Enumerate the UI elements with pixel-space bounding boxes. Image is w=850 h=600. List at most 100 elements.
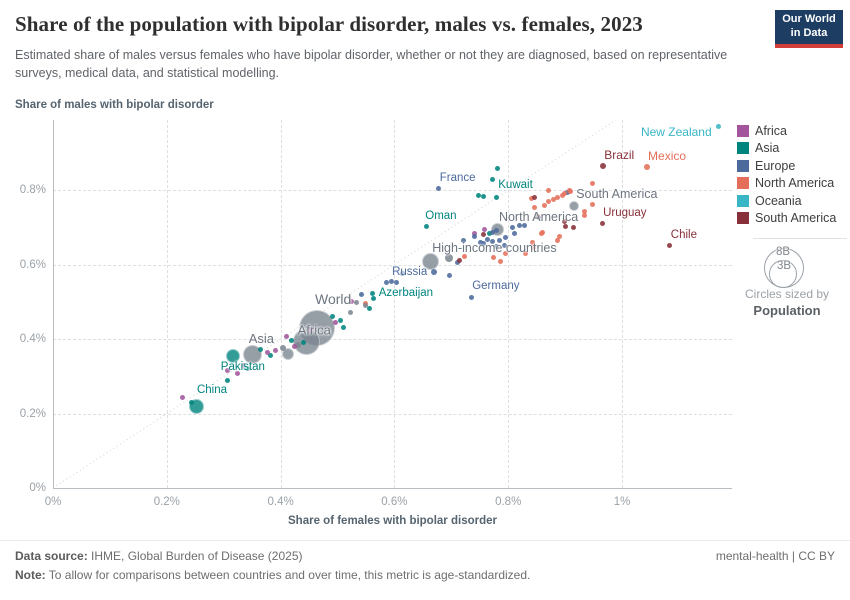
data-point[interactable] bbox=[447, 273, 453, 279]
data-point[interactable] bbox=[484, 237, 490, 242]
data-point[interactable] bbox=[279, 344, 286, 351]
data-point[interactable] bbox=[568, 189, 574, 195]
data-point[interactable] bbox=[307, 327, 313, 333]
data-point[interactable] bbox=[330, 314, 336, 320]
data-point[interactable] bbox=[581, 213, 587, 219]
data-point[interactable] bbox=[348, 299, 354, 305]
data-point[interactable] bbox=[284, 334, 290, 340]
data-point[interactable] bbox=[590, 181, 596, 187]
data-point[interactable] bbox=[288, 338, 294, 344]
data-point-uruguay[interactable] bbox=[599, 221, 605, 227]
data-point[interactable] bbox=[394, 280, 400, 286]
data-point[interactable] bbox=[471, 231, 477, 237]
data-point-new-zealand[interactable] bbox=[715, 123, 721, 129]
data-point-asia[interactable] bbox=[243, 344, 263, 364]
data-point[interactable] bbox=[511, 231, 517, 237]
data-point[interactable] bbox=[258, 347, 264, 353]
data-point-azerbaijan[interactable] bbox=[369, 290, 375, 296]
data-point[interactable] bbox=[482, 227, 488, 233]
data-point[interactable] bbox=[538, 231, 544, 237]
data-point[interactable] bbox=[489, 230, 495, 236]
legend-item-asia[interactable]: Asia bbox=[737, 140, 836, 158]
data-point[interactable] bbox=[546, 187, 552, 193]
data-point-oman[interactable] bbox=[423, 224, 429, 230]
data-point[interactable] bbox=[531, 205, 537, 210]
data-point[interactable] bbox=[389, 279, 395, 285]
data-point[interactable] bbox=[367, 306, 373, 312]
data-point[interactable] bbox=[556, 234, 562, 240]
legend-item-europe[interactable]: Europe bbox=[737, 157, 836, 175]
data-point[interactable] bbox=[457, 258, 463, 264]
data-point[interactable] bbox=[491, 255, 497, 261]
data-point-brazil[interactable] bbox=[600, 162, 607, 169]
data-point[interactable] bbox=[563, 223, 569, 229]
data-point[interactable] bbox=[562, 219, 568, 225]
data-point[interactable] bbox=[530, 245, 536, 251]
data-point-russia[interactable] bbox=[431, 268, 438, 275]
data-point[interactable] bbox=[224, 378, 230, 384]
data-point[interactable] bbox=[338, 318, 344, 324]
data-point[interactable] bbox=[497, 259, 503, 265]
data-point[interactable] bbox=[265, 350, 270, 356]
data-point[interactable] bbox=[522, 251, 528, 257]
data-point[interactable] bbox=[490, 177, 496, 183]
data-point[interactable] bbox=[245, 366, 251, 372]
data-point-high-income-countries[interactable] bbox=[421, 253, 439, 271]
data-point-kuwait[interactable] bbox=[493, 194, 499, 200]
footer-license-link[interactable]: mental-health | CC BY bbox=[715, 549, 835, 563]
data-point[interactable] bbox=[347, 310, 353, 316]
data-point[interactable] bbox=[292, 344, 298, 350]
data-point[interactable] bbox=[551, 197, 557, 203]
data-point[interactable] bbox=[180, 395, 186, 401]
data-point[interactable] bbox=[503, 251, 509, 257]
data-point[interactable] bbox=[555, 238, 561, 244]
data-point[interactable] bbox=[294, 341, 301, 348]
data-point[interactable] bbox=[234, 371, 240, 377]
data-point[interactable] bbox=[521, 223, 527, 229]
data-point[interactable] bbox=[332, 320, 338, 326]
data-point[interactable] bbox=[240, 363, 246, 369]
data-point[interactable] bbox=[503, 235, 509, 241]
data-point[interactable] bbox=[509, 225, 515, 231]
data-point-pakistan[interactable] bbox=[225, 348, 240, 363]
legend-item-southamerica[interactable]: South America bbox=[737, 210, 836, 228]
data-point[interactable] bbox=[529, 239, 535, 245]
legend-item-northamerica[interactable]: North America bbox=[737, 175, 836, 193]
data-point[interactable] bbox=[462, 254, 468, 260]
data-point-south-america[interactable] bbox=[569, 201, 580, 212]
data-point[interactable] bbox=[224, 368, 230, 374]
data-point-france[interactable] bbox=[436, 185, 442, 191]
data-point[interactable] bbox=[461, 238, 467, 244]
data-point[interactable] bbox=[478, 239, 484, 245]
data-point[interactable] bbox=[340, 325, 346, 331]
data-point[interactable] bbox=[480, 194, 486, 200]
data-point[interactable] bbox=[516, 223, 522, 229]
data-point[interactable] bbox=[531, 194, 537, 200]
owid-logo[interactable]: Our World in Data bbox=[775, 10, 843, 48]
data-point[interactable] bbox=[362, 303, 368, 309]
data-point[interactable] bbox=[301, 340, 307, 346]
data-point[interactable] bbox=[590, 202, 596, 208]
data-point[interactable] bbox=[546, 199, 552, 205]
data-point[interactable] bbox=[383, 280, 389, 286]
data-point[interactable] bbox=[480, 241, 486, 247]
data-point[interactable] bbox=[581, 209, 587, 215]
data-point[interactable] bbox=[354, 300, 360, 306]
data-point[interactable] bbox=[471, 234, 477, 240]
data-point-germany[interactable] bbox=[468, 294, 474, 300]
data-point[interactable] bbox=[189, 400, 195, 406]
data-point-chile[interactable] bbox=[667, 243, 673, 249]
data-point[interactable] bbox=[529, 196, 535, 202]
data-point[interactable] bbox=[555, 194, 561, 200]
data-point[interactable] bbox=[494, 228, 500, 234]
data-point[interactable] bbox=[445, 253, 454, 262]
data-point[interactable] bbox=[490, 239, 496, 245]
data-point[interactable] bbox=[560, 193, 566, 199]
data-point[interactable] bbox=[496, 238, 502, 244]
data-point-africa[interactable] bbox=[292, 327, 320, 355]
data-point[interactable] bbox=[370, 296, 376, 302]
data-point[interactable] bbox=[534, 214, 540, 220]
data-point[interactable] bbox=[281, 348, 294, 361]
legend-item-oceania[interactable]: Oceania bbox=[737, 192, 836, 210]
data-point[interactable] bbox=[501, 243, 507, 249]
